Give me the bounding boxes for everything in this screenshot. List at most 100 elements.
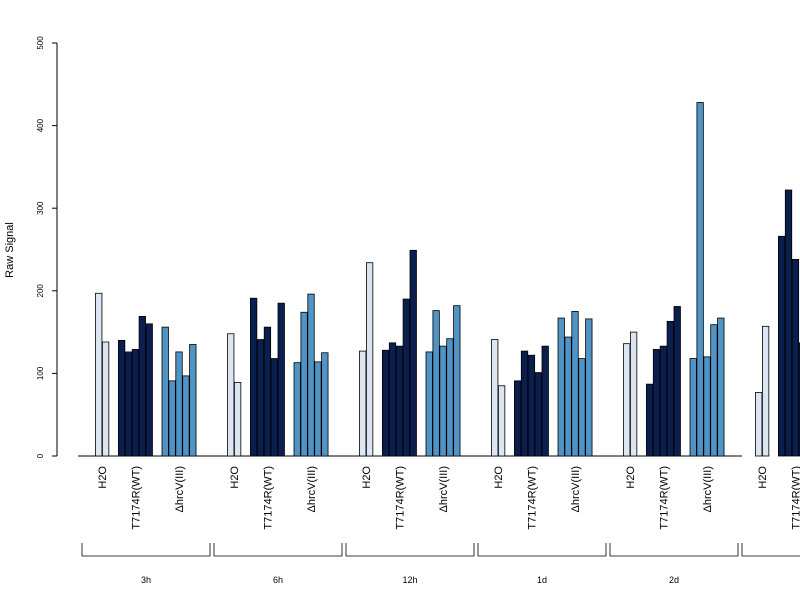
bar-12h-1-3 — [402, 298, 410, 457]
treatment-label: T7174R(WT) — [262, 466, 274, 530]
treatment-label: T7174R(WT) — [526, 466, 538, 530]
y-tick-label: 400 — [36, 118, 45, 132]
treatment-label: ΔhrcV(III) — [570, 466, 582, 512]
bar-3h-2-1 — [168, 380, 176, 457]
y-tick-label: 100 — [36, 366, 45, 380]
treatment-label: T7174R(WT) — [658, 466, 670, 530]
bar-3h-0-0 — [95, 292, 103, 457]
bar-12h-1-1 — [388, 342, 397, 457]
bar-6h-0-1 — [233, 382, 242, 457]
bar-2d-2-0 — [689, 358, 697, 457]
bar-1d-2-2 — [571, 311, 579, 457]
time-bracket — [477, 543, 607, 557]
treatment-label: ΔhrcV(III) — [438, 466, 450, 512]
bar-3h-2-3 — [182, 375, 190, 457]
treatment-label: ΔhrcV(III) — [174, 466, 186, 512]
bar-4d-0-0 — [755, 391, 763, 457]
bar-2d-2-2 — [703, 356, 711, 457]
time-bracket — [345, 543, 475, 557]
bar-6h-2-2 — [307, 293, 315, 457]
bar-1d-1-2 — [527, 354, 536, 457]
bar-2d-0-0 — [623, 343, 631, 457]
bar-3h-2-4 — [189, 344, 197, 457]
bar-6h-1-0 — [249, 297, 258, 457]
y-tick-label: 500 — [36, 36, 45, 50]
bar-6h-1-3 — [270, 358, 278, 457]
bar-12h-1-2 — [395, 345, 404, 457]
bar-2d-2-1 — [696, 102, 704, 457]
time-point-label: 2d — [669, 575, 679, 585]
time-point-label: 6h — [273, 575, 283, 585]
bar-2d-2-4 — [717, 317, 725, 457]
y-axis-label: Raw Signal — [4, 222, 16, 278]
bar-12h-1-4 — [409, 249, 417, 457]
bar-12h-2-2 — [439, 345, 447, 457]
bar-6h-2-4 — [321, 352, 329, 457]
bar-3h-1-0 — [118, 339, 126, 457]
bar-1d-0-0 — [491, 339, 499, 457]
y-tick-label: 0 — [36, 453, 45, 458]
bar-2d-1-4 — [673, 306, 681, 457]
treatment-label: H2O — [757, 466, 769, 489]
bar-6h-1-1 — [256, 339, 265, 457]
bar-12h-2-1 — [432, 310, 440, 457]
bar-3h-1-2 — [131, 349, 140, 457]
treatment-label: H2O — [361, 466, 373, 489]
treatment-label: ΔhrcV(III) — [702, 466, 714, 512]
bar-1d-2-3 — [578, 358, 586, 457]
bar-3h-0-1 — [102, 341, 110, 457]
bar-6h-2-0 — [293, 362, 301, 457]
bar-2d-1-3 — [666, 320, 674, 457]
bar-4d-1-2 — [791, 259, 800, 457]
bar-6h-1-4 — [277, 302, 285, 457]
bar-12h-2-3 — [446, 338, 454, 457]
bar-1d-2-0 — [557, 317, 565, 457]
bar-3h-1-1 — [124, 351, 133, 457]
bar-3h-1-3 — [138, 316, 146, 457]
time-bracket — [81, 543, 211, 557]
bar-1d-0-1 — [497, 385, 506, 457]
bar-1d-2-4 — [585, 318, 593, 457]
time-bracket — [741, 543, 800, 557]
treatment-label: H2O — [97, 466, 109, 489]
treatment-label: T7174R(WT) — [394, 466, 406, 530]
bar-6h-1-2 — [263, 326, 272, 457]
bar-3h-2-0 — [161, 326, 169, 457]
bar-4d-0-1 — [762, 325, 770, 457]
bar-1d-1-4 — [541, 345, 549, 457]
time-bracket — [213, 543, 343, 557]
bar-6h-0-0 — [227, 333, 235, 457]
bar-6h-2-3 — [314, 361, 322, 457]
treatment-label: H2O — [493, 466, 505, 489]
bar-12h-2-4 — [453, 305, 461, 457]
bar-1d-1-1 — [520, 350, 529, 457]
bar-4d-1-1 — [784, 189, 793, 457]
treatment-label: H2O — [229, 466, 241, 489]
treatment-label: T7174R(WT) — [790, 466, 800, 530]
bar-3h-1-4 — [145, 323, 153, 457]
time-bracket — [609, 543, 739, 557]
treatment-label: T7174R(WT) — [130, 466, 142, 530]
labels: H2O T7174R(WT) ΔhrcV(III) 3h H2O T7174R(WT) Δh… — [81, 466, 800, 585]
time-point-label: 12h — [402, 575, 417, 585]
bar-12h-1-0 — [381, 349, 390, 457]
bar-2d-2-3 — [710, 324, 718, 457]
bar-2d-1-2 — [659, 345, 668, 457]
time-point-label: 3h — [141, 575, 151, 585]
bar-2d-1-1 — [652, 349, 661, 457]
bar-12h-0-1 — [365, 262, 374, 457]
treatment-label: H2O — [625, 466, 637, 489]
bar-4d-1-0 — [778, 235, 786, 457]
bar-2d-0-1 — [630, 331, 638, 457]
bar-1d-1-3 — [534, 372, 542, 457]
y-tick-label: 200 — [36, 284, 45, 298]
bar-1d-2-1 — [564, 336, 572, 457]
bars — [95, 102, 800, 457]
bar-2d-1-0 — [646, 383, 654, 457]
bar-12h-2-0 — [425, 351, 433, 457]
bar-1d-1-0 — [514, 380, 522, 457]
bar-6h-2-1 — [300, 311, 308, 457]
bar-3h-2-2 — [175, 351, 183, 457]
y-tick-label: 300 — [36, 201, 45, 215]
